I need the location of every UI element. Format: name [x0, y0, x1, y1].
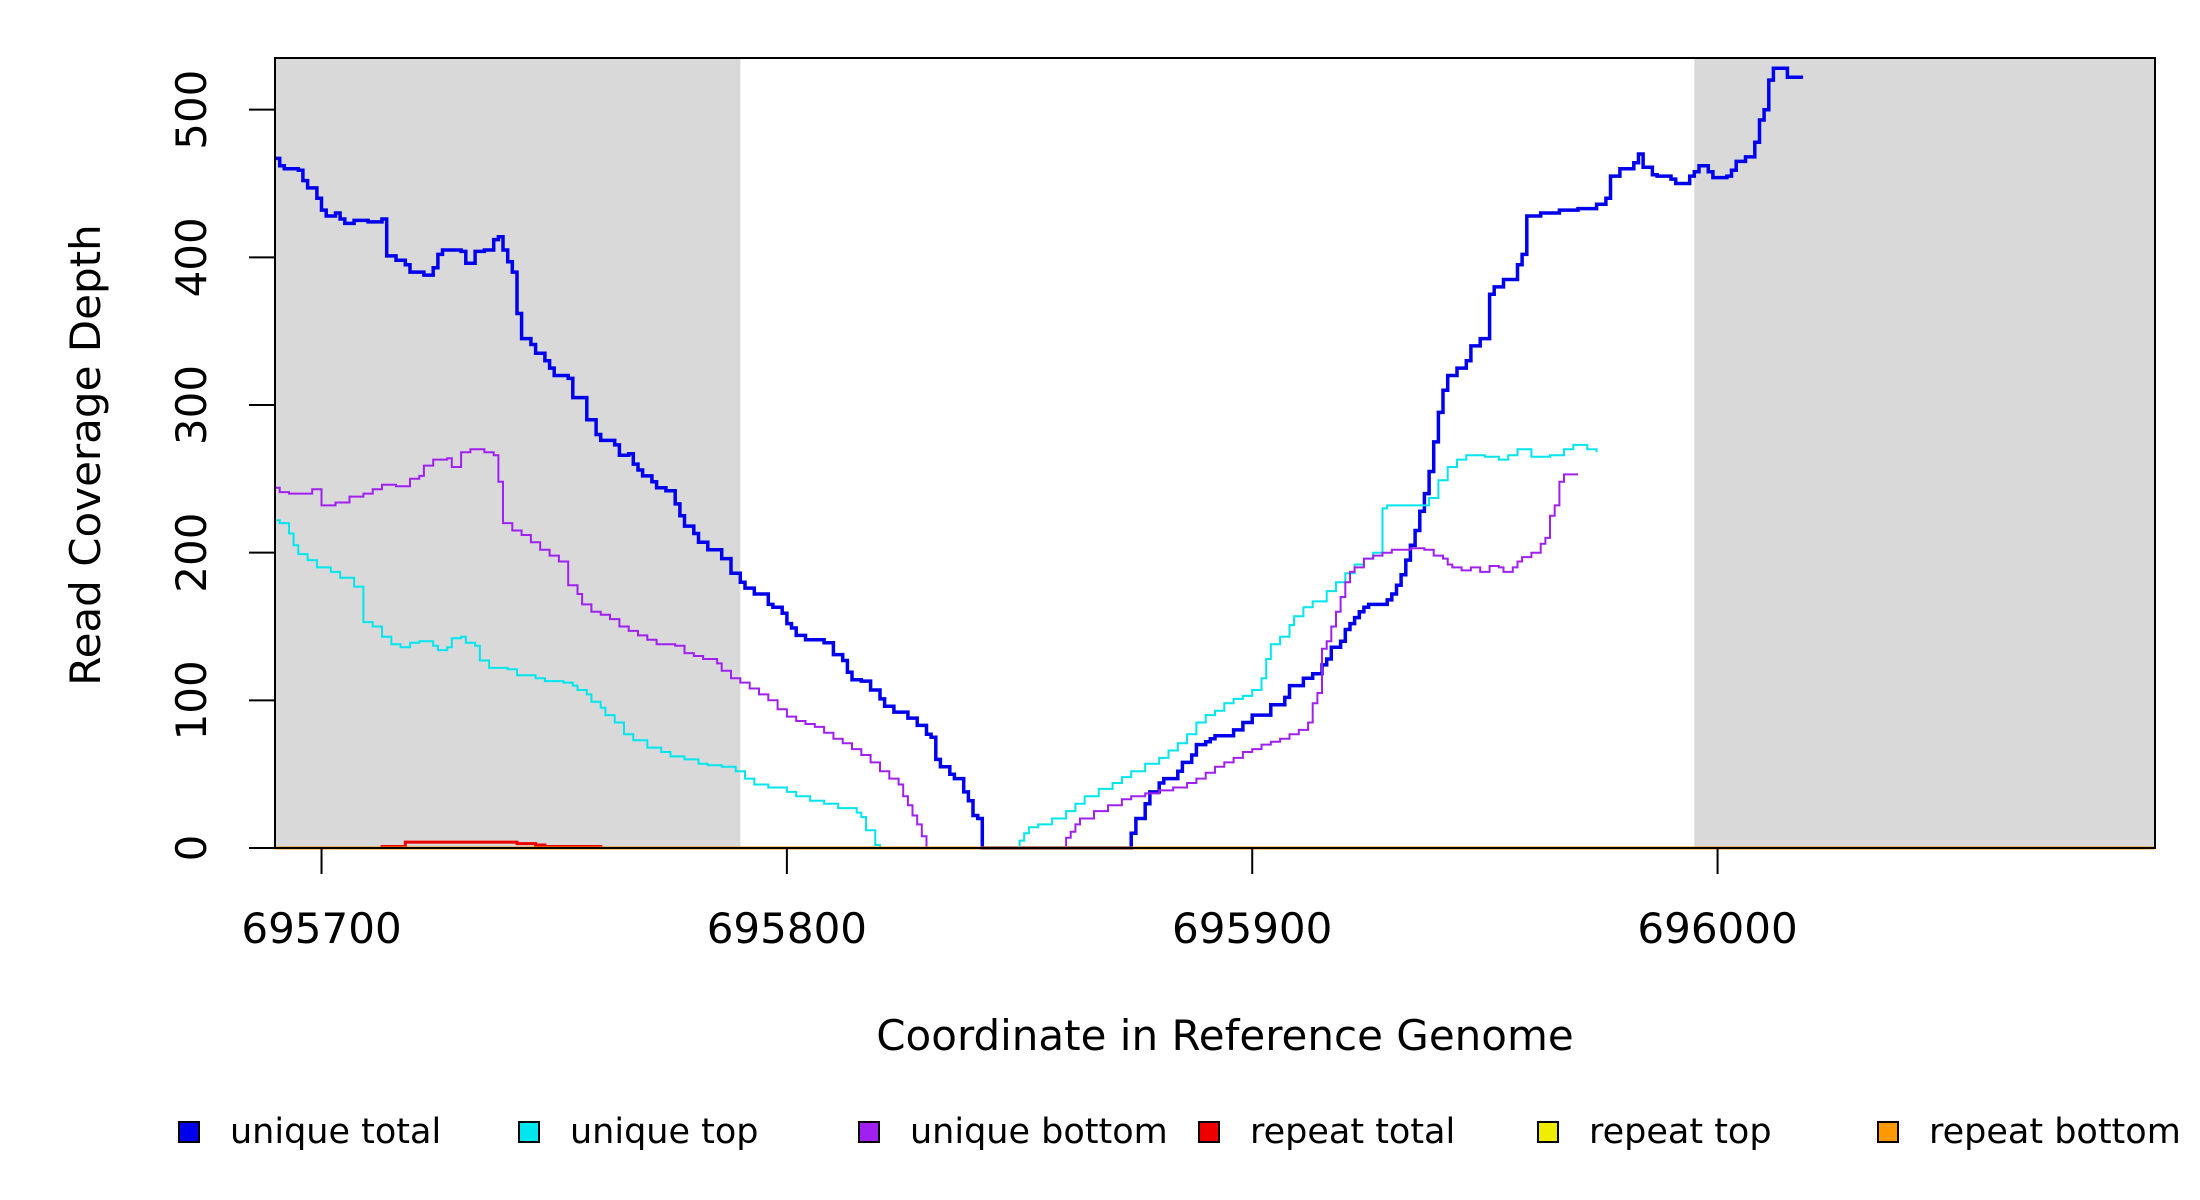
- series-line-unique-bottom: [275, 448, 1578, 849]
- legend-swatch: [1537, 1121, 1559, 1143]
- legend-item-unique-top: unique top: [518, 1112, 759, 1152]
- y-tick-label: 200: [167, 513, 216, 593]
- legend: unique total unique top unique bottom repea…: [0, 1112, 2200, 1162]
- x-tick-label: 695700: [241, 904, 401, 953]
- legend-swatch: [518, 1121, 540, 1143]
- legend-swatch: [1877, 1121, 1899, 1143]
- x-tick-label: 696000: [1637, 904, 1797, 953]
- y-tick-label: 500: [167, 70, 216, 150]
- legend-item-unique-total: unique total: [178, 1112, 441, 1152]
- legend-label: repeat bottom: [1929, 1112, 2181, 1152]
- x-axis-label: Coordinate in Reference Genome: [876, 1011, 1574, 1060]
- series-line-unique-total: [275, 66, 1804, 850]
- y-axis-label: Read Coverage Depth: [61, 224, 110, 685]
- shaded-region-0: [275, 58, 741, 848]
- shaded-regions: [275, 58, 2155, 848]
- legend-label: unique bottom: [910, 1112, 1168, 1152]
- legend-swatch: [178, 1121, 200, 1143]
- legend-swatch: [858, 1121, 880, 1143]
- x-tick-label: 695900: [1172, 904, 1332, 953]
- series-line-unique-top: [275, 443, 1598, 849]
- y-axis: 0 100 200 300 400 500: [167, 70, 276, 862]
- legend-item-repeat-bottom: repeat bottom: [1877, 1112, 2181, 1152]
- shaded-region-1: [1694, 58, 2155, 848]
- x-tick-label: 695800: [707, 904, 867, 953]
- coverage-chart: 695700 695800 695900 696000 0 100 200 300 400 50…: [61, 57, 2156, 1060]
- legend-item-repeat-top: repeat top: [1537, 1112, 1772, 1152]
- legend-item-unique-bottom: unique bottom: [858, 1112, 1168, 1152]
- y-tick-label: 300: [167, 365, 216, 445]
- y-tick-label: 400: [167, 217, 216, 297]
- legend-label: unique top: [570, 1112, 759, 1152]
- legend-label: unique total: [230, 1112, 442, 1152]
- x-axis: 695700 695800 695900 696000: [241, 847, 1798, 953]
- legend-label: repeat total: [1250, 1112, 1456, 1152]
- legend-swatch: [1198, 1121, 1220, 1143]
- y-tick-label: 0: [167, 835, 216, 862]
- y-tick-label: 100: [167, 660, 216, 740]
- legend-label: repeat top: [1589, 1112, 1772, 1152]
- legend-item-repeat-total: repeat total: [1198, 1112, 1455, 1152]
